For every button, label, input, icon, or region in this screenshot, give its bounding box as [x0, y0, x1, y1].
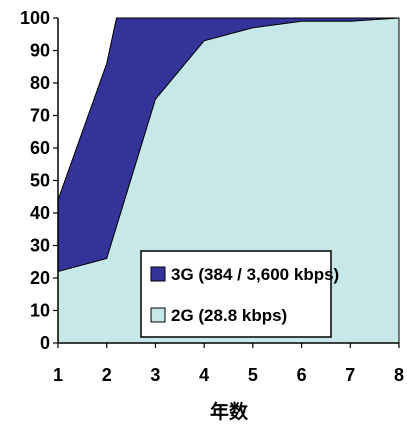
x-tick-label: 6 [297, 365, 307, 385]
y-tick-label: 0 [40, 333, 50, 353]
legend-swatch [150, 266, 166, 282]
x-tick-label: 3 [150, 365, 160, 385]
y-tick-label: 60 [30, 138, 50, 158]
x-tick-label: 4 [199, 365, 209, 385]
y-tick-label: 90 [30, 41, 50, 61]
x-tick-label: 8 [394, 365, 404, 385]
y-tick-label: 30 [30, 236, 50, 256]
x-tick-label: 1 [53, 365, 63, 385]
x-tick-label: 5 [248, 365, 258, 385]
axis-layer: 0 10 20 30 40 50 60 70 80 90 100 1 2 3 4 5 6 7 8 [20, 8, 404, 385]
y-tick-label: 50 [30, 171, 50, 191]
y-tick-label: 20 [30, 268, 50, 288]
y-tick-label: 100 [20, 8, 50, 28]
legend: 3G (384 / 3,600 kbps) 2G (28.8 kbps) [140, 250, 339, 338]
y-tick-label: 40 [30, 203, 50, 223]
y-tick-label: 70 [30, 106, 50, 126]
legend-label: 3G (384 / 3,600 kbps) [171, 265, 339, 284]
x-tick-label: 2 [102, 365, 112, 385]
legend-swatch [150, 307, 166, 323]
legend-box [140, 250, 332, 338]
y-tick-label: 10 [30, 301, 50, 321]
y-tick-label: 80 [30, 73, 50, 93]
legend-label: 2G (28.8 kbps) [171, 306, 287, 325]
x-axis-label: 年数 [210, 400, 249, 423]
x-tick-label: 7 [345, 365, 355, 385]
